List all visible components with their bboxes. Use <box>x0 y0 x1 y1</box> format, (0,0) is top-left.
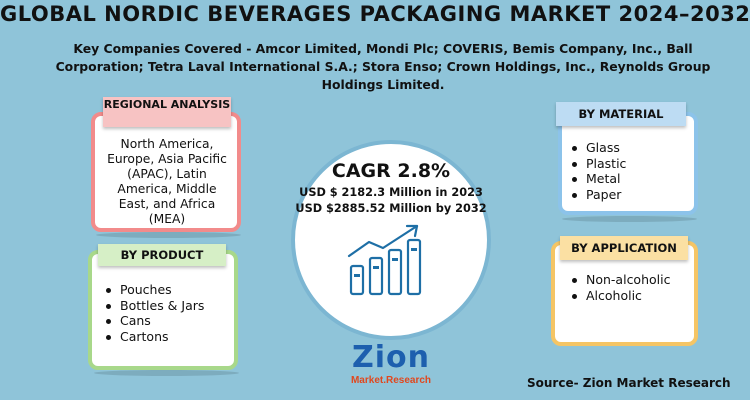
list-item: Paper <box>570 187 690 203</box>
list-item: Alcoholic <box>570 288 695 304</box>
list-item: Glass <box>570 140 690 156</box>
key-companies-text: Key Companies Covered - Amcor Limited, M… <box>55 41 711 92</box>
list-item: Cartons <box>104 329 234 345</box>
list-item: Pouches <box>104 282 234 298</box>
value-2023: USD $ 2182.3 Million in 2023 <box>299 186 483 199</box>
product-label: BY PRODUCT <box>98 244 226 266</box>
list-item: Plastic <box>570 156 690 172</box>
regional-label: REGIONAL ANALYSIS <box>103 97 231 127</box>
cagr-text: CAGR 2.8% <box>331 160 451 182</box>
card-shadow <box>562 216 697 222</box>
page-title: GLOBAL NORDIC BEVERAGES PACKAGING MARKET… <box>0 2 750 26</box>
growth-chart-icon <box>347 224 422 296</box>
value-2032: USD $2885.52 Million by 2032 <box>295 202 487 215</box>
list-item: Non-alcoholic <box>570 272 695 288</box>
list-item: Bottles & Jars <box>104 298 234 314</box>
logo-subtitle: Market.Research <box>350 375 432 386</box>
product-list: Pouches Bottles & Jars Cans Cartons <box>104 282 234 344</box>
material-label: BY MATERIAL <box>556 102 686 126</box>
application-label: BY APPLICATION <box>560 236 688 260</box>
center-circle <box>291 140 491 340</box>
material-card <box>558 112 698 215</box>
material-list: Glass Plastic Metal Paper <box>570 140 690 202</box>
card-shadow <box>96 232 241 238</box>
product-card <box>88 250 238 370</box>
logo-word: Zion <box>351 340 430 375</box>
source-text: Source- Zion Market Research <box>527 376 731 390</box>
regional-text: North America, Europe, Asia Pacific (APA… <box>107 137 227 226</box>
list-item: Metal <box>570 171 690 187</box>
list-item: Cans <box>104 313 234 329</box>
card-shadow <box>94 370 239 376</box>
application-list: Non-alcoholic Alcoholic <box>570 272 695 303</box>
